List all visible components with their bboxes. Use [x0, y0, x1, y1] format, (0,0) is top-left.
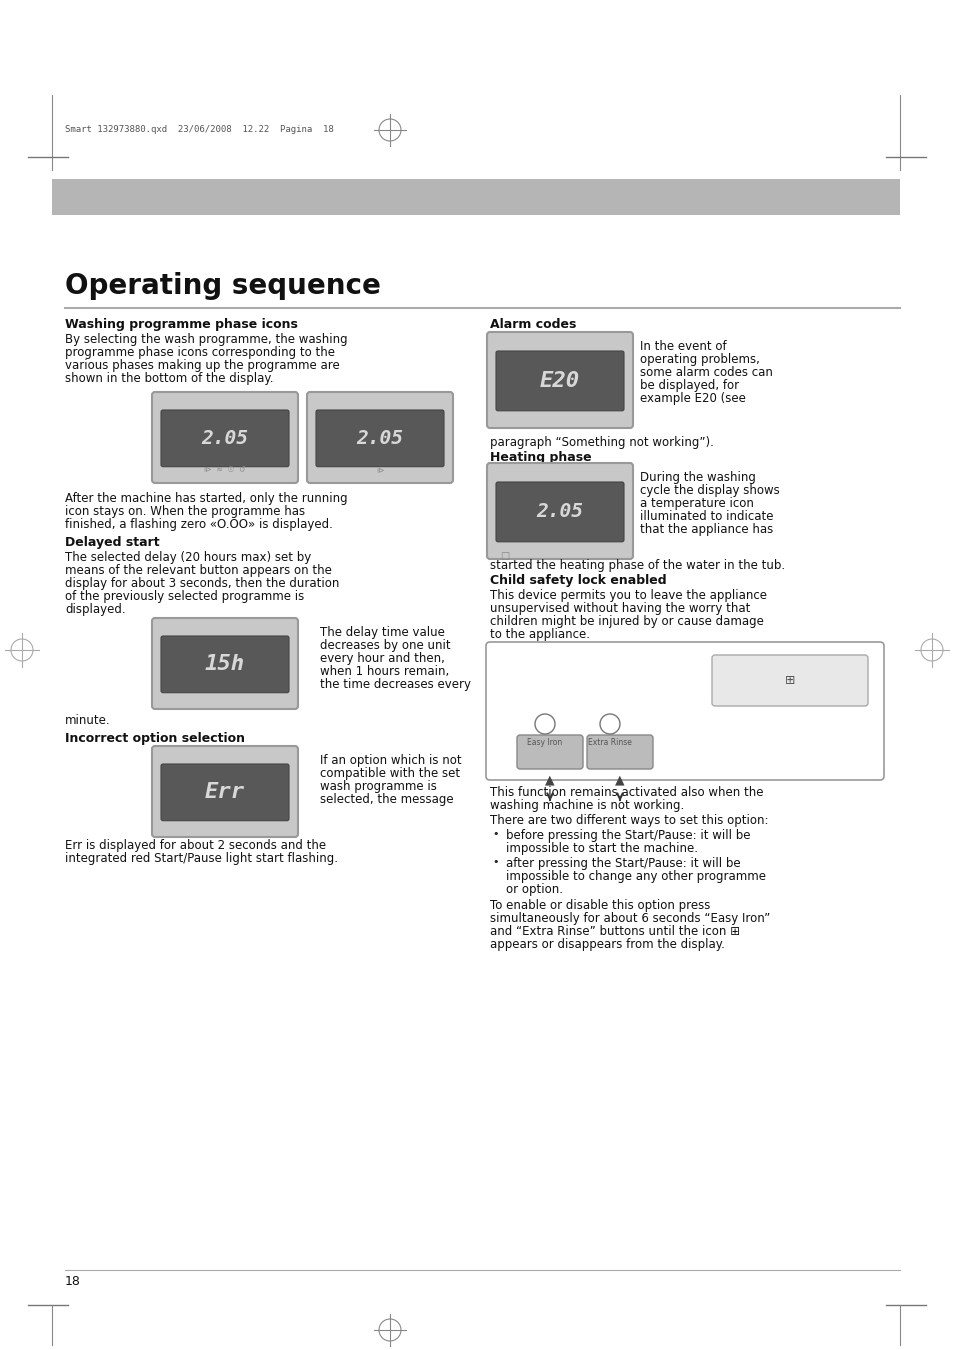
- Text: If an option which is not: If an option which is not: [319, 755, 461, 767]
- Text: There are two different ways to set this option:: There are two different ways to set this…: [490, 814, 768, 828]
- Text: operating problems,: operating problems,: [639, 352, 760, 366]
- Text: In the event of: In the event of: [639, 340, 726, 352]
- Text: Easy Iron: Easy Iron: [527, 738, 562, 747]
- Text: E20: E20: [539, 371, 579, 392]
- Text: 2.05: 2.05: [201, 429, 248, 448]
- Text: ⧐: ⧐: [375, 466, 383, 474]
- Text: ⊞: ⊞: [784, 674, 795, 687]
- Text: Incorrect option selection: Incorrect option selection: [65, 732, 245, 745]
- Text: finished, a flashing zero «O.OO» is displayed.: finished, a flashing zero «O.OO» is disp…: [65, 518, 333, 531]
- FancyBboxPatch shape: [485, 643, 883, 780]
- Text: icon stays on. When the programme has: icon stays on. When the programme has: [65, 505, 305, 518]
- Text: be displayed, for: be displayed, for: [639, 379, 739, 391]
- FancyBboxPatch shape: [315, 410, 443, 467]
- FancyBboxPatch shape: [517, 734, 582, 770]
- Text: ▲: ▲: [544, 774, 555, 787]
- Text: compatible with the set: compatible with the set: [319, 767, 459, 780]
- Text: washing machine is not working.: washing machine is not working.: [490, 799, 683, 811]
- Text: By selecting the wash programme, the washing: By selecting the wash programme, the was…: [65, 333, 347, 346]
- FancyBboxPatch shape: [152, 392, 297, 483]
- Text: The delay time value: The delay time value: [319, 626, 444, 639]
- Text: before pressing the Start/Pause: it will be: before pressing the Start/Pause: it will…: [505, 829, 750, 842]
- Text: every hour and then,: every hour and then,: [319, 652, 444, 666]
- FancyBboxPatch shape: [152, 618, 297, 709]
- Text: when 1 hours remain,: when 1 hours remain,: [319, 666, 449, 678]
- Text: that the appliance has: that the appliance has: [639, 522, 773, 536]
- FancyBboxPatch shape: [486, 332, 633, 428]
- Text: To enable or disable this option press: To enable or disable this option press: [490, 899, 710, 913]
- Text: cycle the display shows: cycle the display shows: [639, 485, 779, 497]
- FancyBboxPatch shape: [152, 747, 297, 837]
- Text: decreases by one unit: decreases by one unit: [319, 639, 450, 652]
- FancyBboxPatch shape: [486, 463, 633, 559]
- Text: shown in the bottom of the display.: shown in the bottom of the display.: [65, 373, 274, 385]
- Text: the time decreases every: the time decreases every: [319, 678, 471, 691]
- Text: Child safety lock enabled: Child safety lock enabled: [490, 574, 666, 587]
- Text: This function remains activated also when the: This function remains activated also whe…: [490, 786, 762, 799]
- Text: 18: 18: [65, 1274, 81, 1288]
- Text: Alarm codes: Alarm codes: [490, 319, 576, 331]
- Text: Delayed start: Delayed start: [65, 536, 159, 549]
- Text: or option.: or option.: [505, 883, 562, 896]
- Text: programme phase icons corresponding to the: programme phase icons corresponding to t…: [65, 346, 335, 359]
- Text: illuminated to indicate: illuminated to indicate: [639, 510, 773, 522]
- Text: •: •: [492, 829, 498, 838]
- Text: ⧐  ≈  ☉  ↺: ⧐ ≈ ☉ ↺: [204, 466, 246, 474]
- Text: of the previously selected programme is: of the previously selected programme is: [65, 590, 304, 603]
- FancyBboxPatch shape: [586, 734, 652, 770]
- Text: During the washing: During the washing: [639, 471, 755, 485]
- Text: The selected delay (20 hours max) set by: The selected delay (20 hours max) set by: [65, 551, 311, 564]
- Text: Extra Rinse: Extra Rinse: [587, 738, 631, 747]
- Text: some alarm codes can: some alarm codes can: [639, 366, 772, 379]
- Bar: [52, 180, 899, 215]
- Text: Heating phase: Heating phase: [490, 451, 591, 464]
- Text: Err is displayed for about 2 seconds and the: Err is displayed for about 2 seconds and…: [65, 838, 326, 852]
- Text: After the machine has started, only the running: After the machine has started, only the …: [65, 491, 347, 505]
- Text: wash programme is: wash programme is: [319, 780, 436, 792]
- Text: Washing programme phase icons: Washing programme phase icons: [65, 319, 297, 331]
- Text: children might be injured by or cause damage: children might be injured by or cause da…: [490, 616, 763, 628]
- Text: ▲: ▲: [615, 774, 624, 787]
- Text: and “Extra Rinse” buttons until the icon ⊞: and “Extra Rinse” buttons until the icon…: [490, 925, 740, 938]
- FancyBboxPatch shape: [161, 636, 289, 693]
- Text: Err: Err: [205, 783, 245, 802]
- Text: Operating sequence: Operating sequence: [65, 271, 380, 300]
- Text: unsupervised without having the worry that: unsupervised without having the worry th…: [490, 602, 750, 616]
- FancyBboxPatch shape: [307, 392, 453, 483]
- Text: 2.05: 2.05: [536, 502, 583, 521]
- Text: 15h: 15h: [205, 655, 245, 675]
- Text: •: •: [492, 857, 498, 867]
- Text: started the heating phase of the water in the tub.: started the heating phase of the water i…: [490, 559, 784, 572]
- Text: impossible to start the machine.: impossible to start the machine.: [505, 842, 698, 855]
- FancyBboxPatch shape: [711, 655, 867, 706]
- FancyBboxPatch shape: [496, 482, 623, 541]
- Text: This device permits you to leave the appliance: This device permits you to leave the app…: [490, 589, 766, 602]
- Text: simultaneously for about 6 seconds “Easy Iron”: simultaneously for about 6 seconds “Easy…: [490, 913, 769, 925]
- FancyBboxPatch shape: [161, 410, 289, 467]
- Text: a temperature icon: a temperature icon: [639, 497, 753, 510]
- FancyBboxPatch shape: [161, 764, 289, 821]
- Text: after pressing the Start/Pause: it will be: after pressing the Start/Pause: it will …: [505, 857, 740, 869]
- Text: various phases making up the programme are: various phases making up the programme a…: [65, 359, 339, 373]
- Text: means of the relevant button appears on the: means of the relevant button appears on …: [65, 564, 332, 576]
- Text: □: □: [499, 551, 509, 562]
- Text: integrated red Start/Pause light start flashing.: integrated red Start/Pause light start f…: [65, 852, 337, 865]
- Text: to the appliance.: to the appliance.: [490, 628, 589, 641]
- Text: Smart 132973880.qxd  23/06/2008  12.22  Pagina  18: Smart 132973880.qxd 23/06/2008 12.22 Pag…: [65, 126, 334, 135]
- Text: appears or disappears from the display.: appears or disappears from the display.: [490, 938, 724, 950]
- Text: paragraph “Something not working”).: paragraph “Something not working”).: [490, 436, 713, 450]
- Text: minute.: minute.: [65, 714, 111, 728]
- Text: impossible to change any other programme: impossible to change any other programme: [505, 869, 765, 883]
- Text: selected, the message: selected, the message: [319, 792, 453, 806]
- FancyBboxPatch shape: [496, 351, 623, 410]
- Text: 2.05: 2.05: [356, 429, 403, 448]
- Text: displayed.: displayed.: [65, 603, 126, 616]
- Text: example E20 (see: example E20 (see: [639, 392, 745, 405]
- Text: display for about 3 seconds, then the duration: display for about 3 seconds, then the du…: [65, 576, 339, 590]
